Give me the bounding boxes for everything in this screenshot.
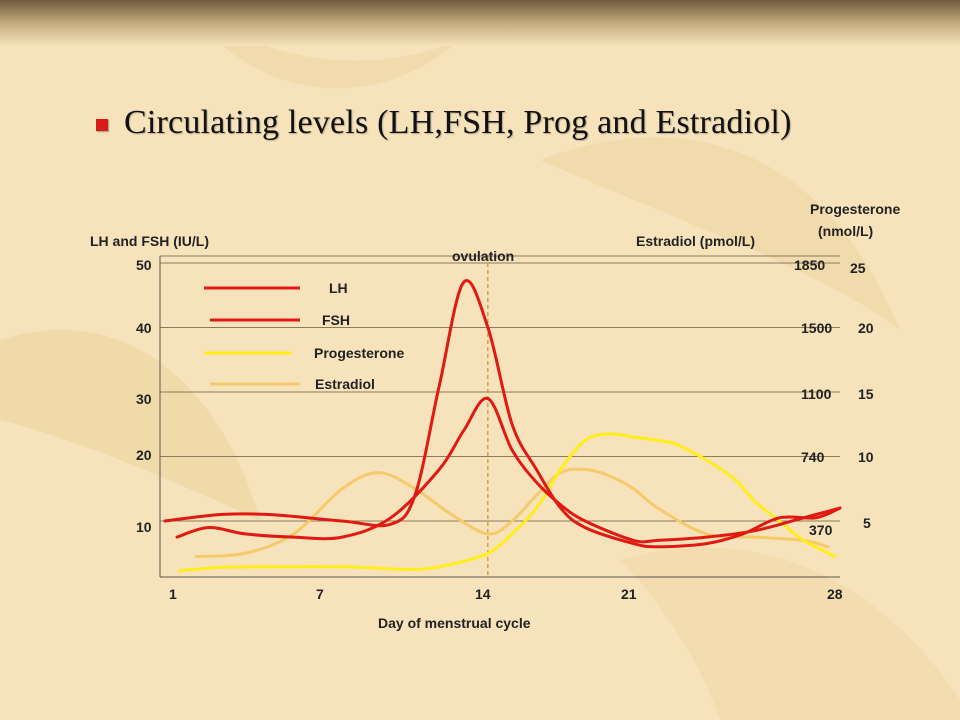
title-text: Circulating levels (LH,FSH, Prog and Est… — [124, 104, 792, 141]
legend-label-estradiol: Estradiol — [315, 376, 375, 392]
legend-label-lh: LH — [329, 280, 348, 296]
y-right-estradiol-tick-label: 1850 — [794, 257, 825, 273]
y-left-tick-label: 40 — [136, 320, 152, 336]
y-left-tick-label: 10 — [136, 519, 152, 535]
series-line-progesterone — [177, 432, 837, 573]
x-tick-label: 28 — [827, 586, 843, 602]
series-layer — [163, 279, 842, 573]
slide-title: Circulating levels (LH,FSH, Prog and Est… — [96, 104, 792, 142]
legend-label-fsh: FSH — [322, 312, 350, 328]
x-tick-label: 21 — [621, 586, 637, 602]
y-right-progesterone-label-1: Progesterone — [810, 201, 900, 217]
y-right-estradiol-tick-label: 370 — [809, 522, 833, 538]
y-left-tick-label: 30 — [136, 391, 152, 407]
y-right-progesterone-tick-label: 15 — [858, 386, 874, 402]
y-right-progesterone-label-2: (nmol/L) — [818, 223, 873, 239]
series-line-fsh — [175, 396, 842, 544]
axes — [159, 256, 840, 578]
bullet-icon — [96, 119, 108, 131]
y-right-estradiol-tick-label: 740 — [801, 449, 825, 465]
x-tick-label: 1 — [169, 586, 177, 602]
y-right-estradiol-tick-label: 1500 — [801, 320, 832, 336]
gridlines — [160, 255, 840, 522]
legend: LH FSH Progesterone Estradiol — [204, 280, 404, 392]
legend-label-progesterone: Progesterone — [314, 345, 404, 361]
y-right-progesterone-tick-label: 20 — [858, 320, 874, 336]
y-right-estradiol-tick-label: 1100 — [801, 386, 832, 402]
y-left-axis-label: LH and FSH (IU/L) — [90, 233, 209, 249]
x-tick-label: 7 — [316, 586, 324, 602]
x-tick-label: 14 — [475, 586, 491, 602]
tick-labels: 50 40 30 20 10 1850 1500 1100 740 370 25 20 15 10 5 1 7 1… — [136, 257, 874, 602]
ovulation-annotation: ovulation — [452, 248, 514, 264]
x-axis-label: Day of menstrual cycle — [378, 615, 531, 631]
y-left-tick-label: 50 — [136, 257, 152, 273]
y-right-progesterone-tick-label: 10 — [858, 449, 874, 465]
y-right-progesterone-tick-label: 5 — [863, 515, 871, 531]
y-left-tick-label: 20 — [136, 447, 152, 463]
series-line-estradiol — [194, 467, 830, 558]
y-right-estradiol-label: Estradiol (pmol/L) — [636, 233, 755, 249]
y-right-progesterone-tick-label: 25 — [850, 260, 866, 276]
series-line-lh — [163, 279, 842, 549]
